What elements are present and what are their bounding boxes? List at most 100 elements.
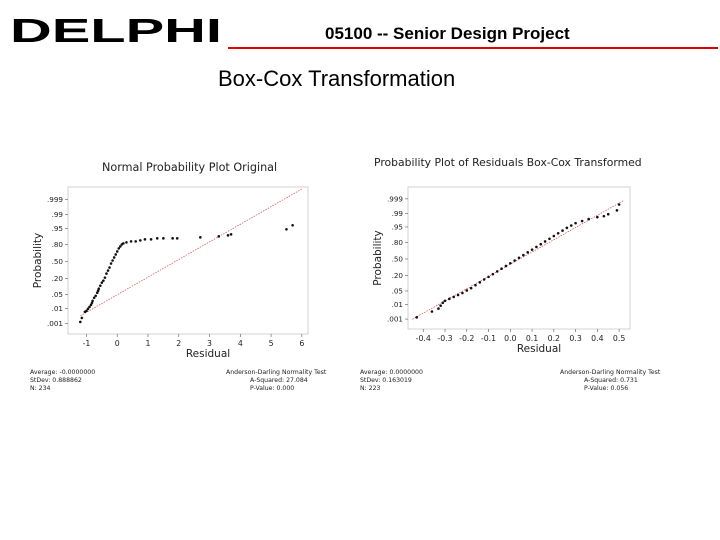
x-tick-label: 4 [238,339,243,348]
data-point [103,276,107,279]
x-tick-label: 0 [115,339,120,348]
data-point [149,238,153,241]
data-point [530,248,534,251]
data-point [569,224,573,227]
data-point [112,256,116,259]
data-point [606,212,610,216]
data-point [99,284,102,287]
y-axis-label: Probability [32,233,44,289]
data-point [94,294,97,298]
y-tick-label: .999 [387,194,403,203]
data-point [580,219,584,223]
data-point [548,237,551,241]
stats-transformed-left: Average: 0.0000000 StDev: 0.163019 N: 22… [360,369,423,393]
data-point [125,241,128,244]
data-point [441,301,445,305]
data-point [86,307,90,311]
data-point [437,307,440,310]
stats-original-left: Average: -0.0000000 StDev: 0.888862 N: 2… [30,369,95,393]
y-tick-label: .50 [392,254,404,263]
data-point [556,231,560,235]
plot-frame [67,186,309,335]
y-tick-label: .20 [52,274,64,283]
stat-test-name: Anderson-Darling Normality Test [226,369,327,376]
x-tick-label: -1 [83,339,91,348]
stat-stdev: StDev: 0.888862 [30,377,82,384]
data-point [602,214,606,218]
data-point [226,234,230,237]
x-tick-label: 6 [299,339,304,348]
data-point [487,275,490,279]
x-tick-label: 0.5 [613,334,625,343]
y-tick-label: .01 [392,300,403,309]
stat-average: Average: 0.0000000 [360,369,423,376]
data-point [513,259,516,262]
data-point [162,237,165,240]
data-point [217,235,221,238]
delphi-logo: DELPHI [10,12,222,48]
data-point [500,267,503,270]
data-point [415,316,419,319]
data-point [439,304,442,307]
y-tick-label: .99 [392,209,404,218]
stat-n: N: 234 [30,385,51,392]
data-point [465,289,469,292]
y-tick-label: .001 [387,315,403,324]
chart-title: Normal Probability Plot Original [102,161,277,174]
x-tick-label: -0.4 [416,334,431,343]
y-axis-label: Probability [372,230,384,286]
data-point [105,272,108,275]
data-point [587,217,590,221]
x-tick-label: 0.3 [569,334,581,343]
data-point [229,233,233,236]
x-axis-label: Residual [186,348,230,360]
data-point [574,221,577,225]
stat-p-value: P-Value: 0.056 [584,385,629,392]
data-point [97,287,101,290]
data-point [482,278,486,281]
data-point [102,279,105,282]
data-point [175,237,179,240]
y-tick-label: .99 [52,210,64,219]
chart-transformed: Probability Plot of Residuals Box-Cox Tr… [362,148,662,365]
data-point [92,296,96,300]
chart-original-svg: Normal Probability Plot Original .999 .99.… [32,161,309,360]
x-tick-label: -0.1 [481,334,496,343]
stat-a-squared: A-Squared: 0.731 [584,377,638,384]
data-point [129,240,133,243]
data-point [495,270,499,273]
data-point [115,250,119,253]
data-point [474,283,477,287]
data-point [461,291,464,295]
project-title: 05100 -- Senior Design Project [325,24,570,43]
data-point [119,245,122,248]
x-tick-label: 0.0 [504,334,516,343]
y-tick-label: .05 [52,290,63,299]
y-tick-label: .001 [47,319,63,328]
data-point [443,299,447,303]
data-point [285,227,288,231]
data-point [539,242,543,246]
data-point [430,310,434,313]
x-tick-label: 2 [176,339,181,348]
x-tick-label: 0.4 [591,334,603,343]
y-tick-label: .01 [52,304,63,313]
data-point [535,245,538,249]
data-point [526,251,530,254]
y-tick-label: .80 [52,240,64,249]
x-tick-label: -0.3 [437,334,452,343]
data-point [543,240,547,243]
data-point [90,301,94,305]
stat-a-squared: A-Squared: 27.084 [250,377,308,384]
data-point [114,253,117,256]
data-point [139,239,142,242]
data-point [95,291,99,295]
stat-average: Average: -0.0000000 [30,369,96,376]
data-point [91,299,94,303]
x-axis-label: Residual [517,343,561,355]
chart-original: Normal Probability Plot Original .999 .99.… [30,150,320,365]
data-point [171,237,174,240]
data-point [596,215,599,219]
data-point [96,289,100,293]
data-point [491,272,495,276]
